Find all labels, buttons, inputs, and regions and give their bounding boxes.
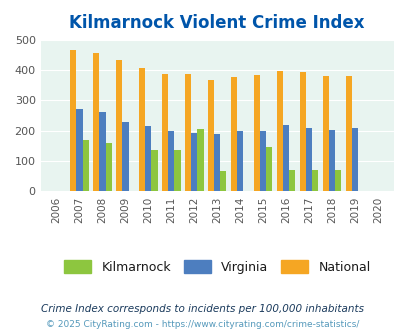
Bar — [122, 122, 128, 191]
Bar — [116, 60, 122, 191]
Bar — [70, 50, 76, 191]
Bar — [185, 74, 191, 191]
Title: Kilmarnock Violent Crime Index: Kilmarnock Violent Crime Index — [69, 15, 364, 32]
Bar — [213, 134, 220, 191]
Bar — [99, 113, 105, 191]
Legend: Kilmarnock, Virginia, National: Kilmarnock, Virginia, National — [59, 255, 375, 279]
Bar — [328, 130, 334, 191]
Bar — [174, 149, 180, 191]
Bar — [322, 76, 328, 191]
Bar — [237, 131, 243, 191]
Text: © 2025 CityRating.com - https://www.cityrating.com/crime-statistics/: © 2025 CityRating.com - https://www.city… — [46, 319, 359, 329]
Bar — [305, 128, 311, 191]
Bar — [76, 109, 83, 191]
Bar — [197, 129, 203, 191]
Bar — [288, 170, 294, 191]
Bar — [253, 75, 259, 191]
Bar — [276, 71, 282, 191]
Bar — [259, 131, 266, 191]
Bar — [299, 72, 305, 191]
Bar — [220, 171, 226, 191]
Bar — [105, 144, 111, 191]
Bar — [151, 150, 157, 191]
Bar — [168, 131, 174, 191]
Text: Crime Index corresponds to incidents per 100,000 inhabitants: Crime Index corresponds to incidents per… — [41, 304, 364, 314]
Bar — [139, 68, 145, 191]
Bar — [207, 80, 213, 191]
Bar — [266, 148, 272, 191]
Bar — [282, 125, 288, 191]
Bar — [230, 77, 237, 191]
Bar — [83, 140, 89, 191]
Bar — [191, 133, 197, 191]
Bar — [345, 76, 351, 191]
Bar — [334, 170, 340, 191]
Bar — [351, 128, 357, 191]
Bar — [93, 53, 99, 191]
Bar — [311, 170, 318, 191]
Bar — [162, 74, 168, 191]
Bar — [145, 126, 151, 191]
